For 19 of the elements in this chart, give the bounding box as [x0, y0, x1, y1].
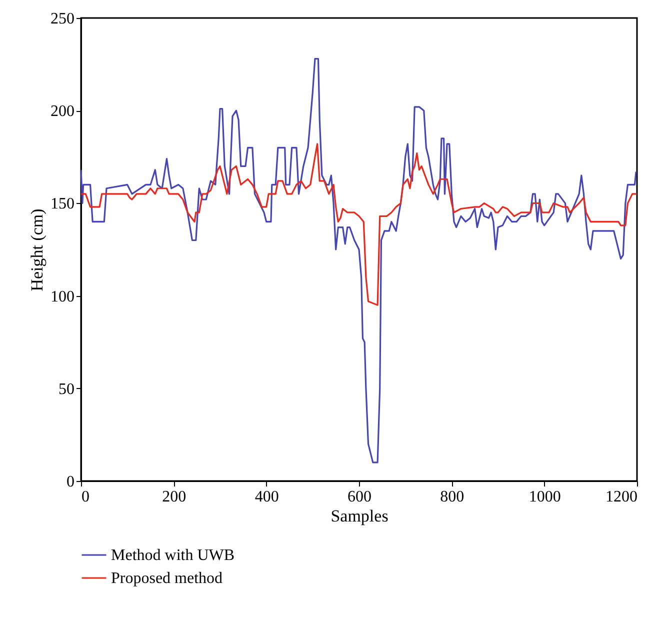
x-axis-title: Samples	[330, 506, 388, 526]
x-tick-label: 1200	[606, 488, 638, 506]
x-tick-label: 200	[162, 488, 186, 506]
y-tick-label: 100	[50, 288, 74, 306]
line-series	[80, 58, 637, 464]
x-tick-label: 0	[82, 488, 90, 506]
y-tick-label: 200	[50, 103, 74, 120]
x-tick-label: 400	[254, 488, 279, 506]
line-series	[80, 143, 637, 306]
legend-label: Proposed method	[111, 570, 223, 587]
x-tick-label: 1000	[528, 488, 561, 506]
y-axis-title: Height (cm)	[28, 208, 46, 292]
y-tick-label: 250	[50, 10, 74, 28]
x-tick-label: 800	[440, 488, 464, 506]
y-tick-label: 150	[50, 196, 74, 213]
y-tick-label: 50	[58, 380, 74, 398]
y-tick-label: 0	[66, 474, 74, 490]
x-tick-label: 600	[348, 488, 372, 506]
legend-label: Method with UWB	[111, 547, 235, 564]
